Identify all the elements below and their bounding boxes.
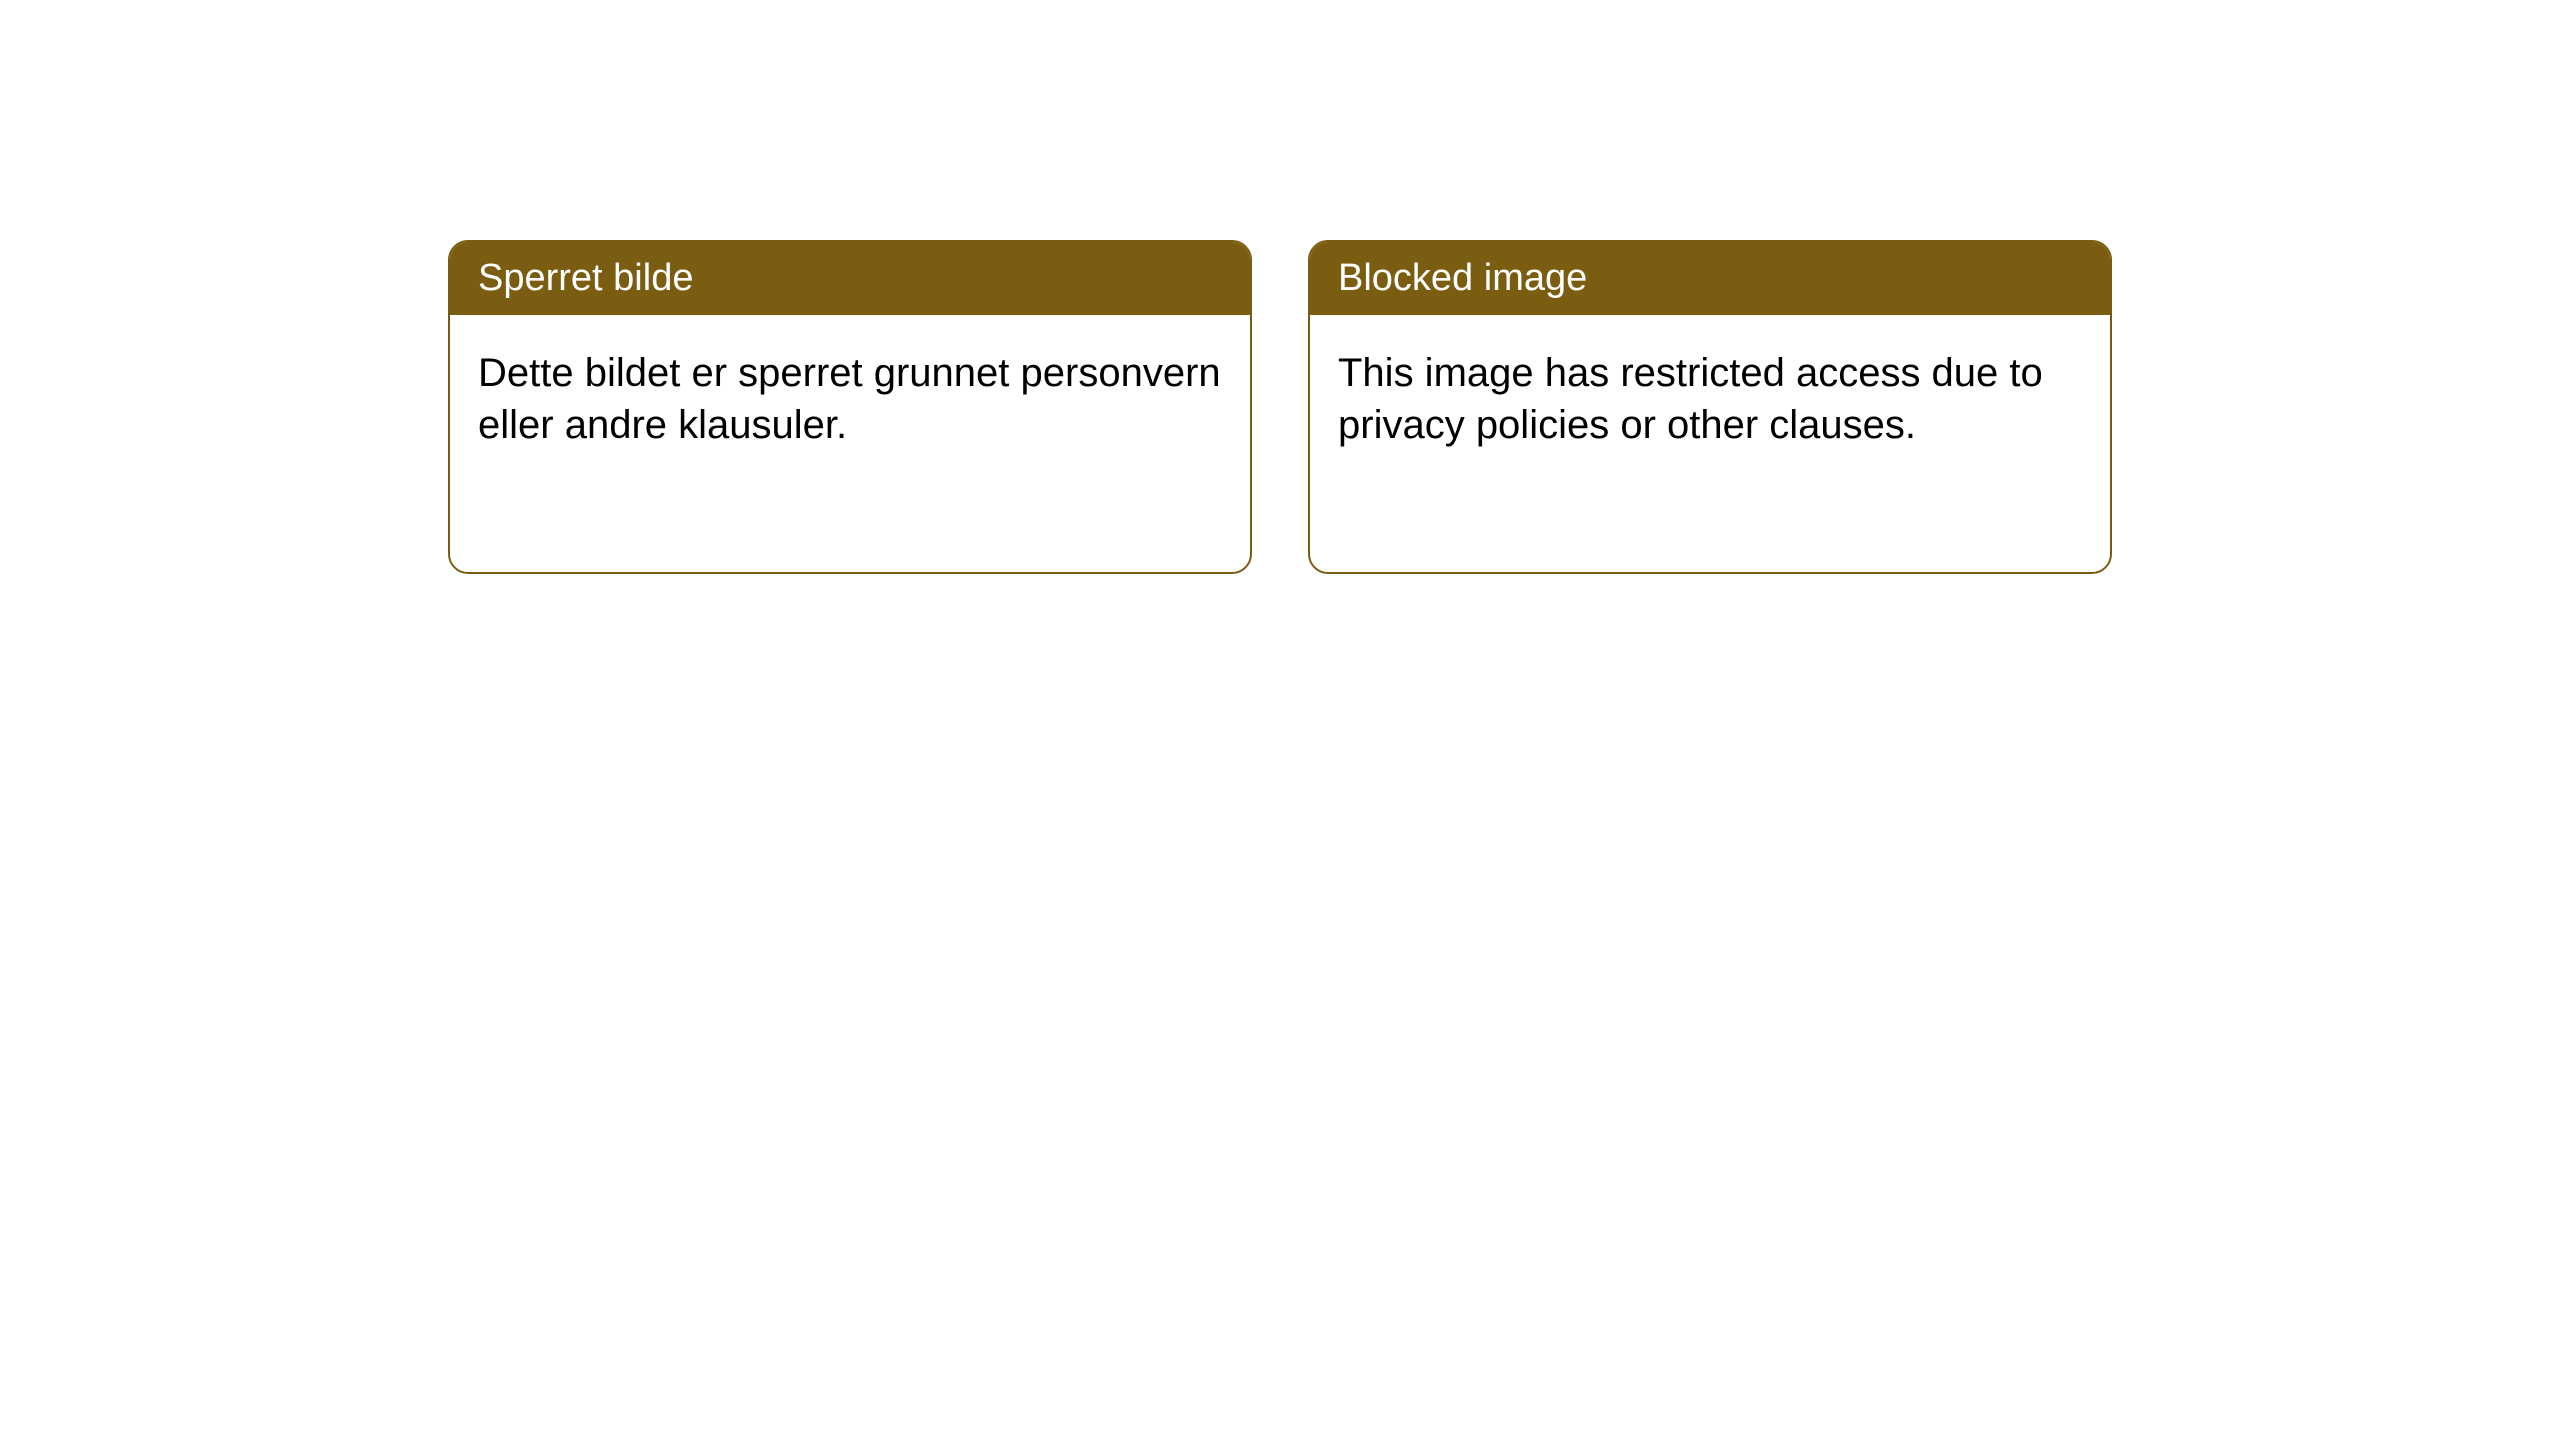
notice-title-norwegian: Sperret bilde (450, 242, 1250, 315)
notice-container: Sperret bilde Dette bildet er sperret gr… (448, 240, 2112, 574)
notice-card-english: Blocked image This image has restricted … (1308, 240, 2112, 574)
notice-title-english: Blocked image (1310, 242, 2110, 315)
notice-body-english: This image has restricted access due to … (1310, 315, 2110, 483)
notice-body-norwegian: Dette bildet er sperret grunnet personve… (450, 315, 1250, 483)
notice-card-norwegian: Sperret bilde Dette bildet er sperret gr… (448, 240, 1252, 574)
